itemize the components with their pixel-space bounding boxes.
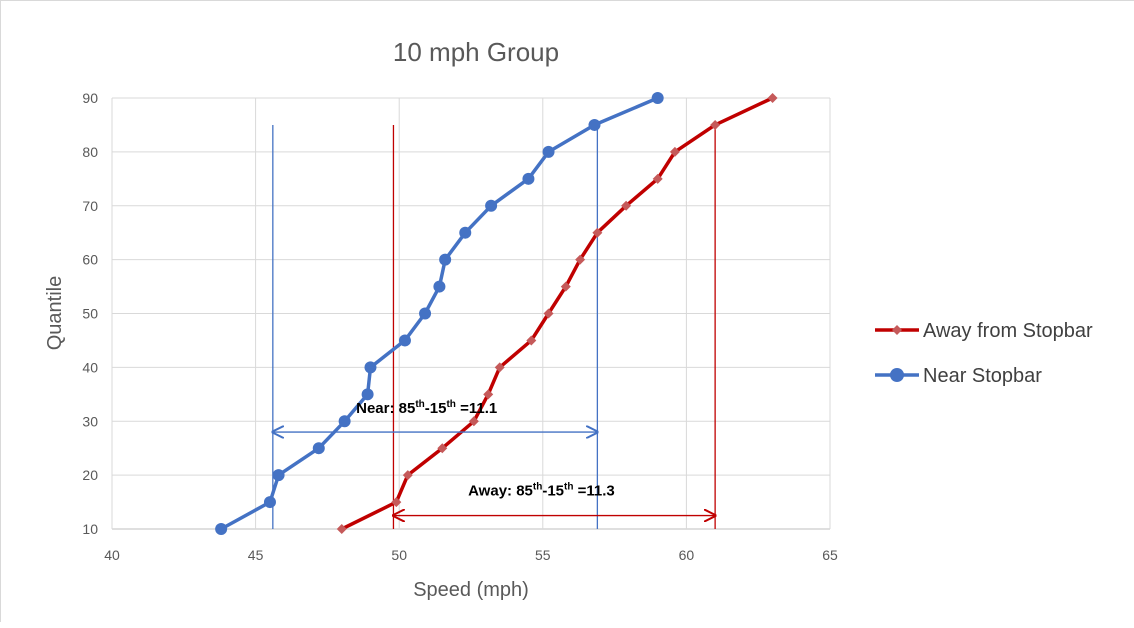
reference-lines [272,124,716,529]
data-point [592,227,603,238]
data-point [669,146,680,157]
y-tick-label: 30 [82,413,98,429]
legend: Away from Stopbar Near Stopbar [875,320,1093,387]
series-layer [215,92,778,535]
data-point [398,334,411,347]
data-point [522,172,535,185]
data-point [485,199,498,212]
data-point [312,442,325,455]
data-point [468,416,479,427]
near-range-label: Near: 85th-15th =11.1 [356,399,497,417]
data-point [402,470,413,481]
x-tick-label: 45 [248,547,264,563]
x-tick-label: 40 [104,547,120,563]
chart-title: 10 mph Group [393,37,559,67]
data-point [364,361,377,374]
y-tick-label: 80 [82,144,98,160]
y-tick-label: 20 [82,467,98,483]
data-point [651,92,664,104]
legend-item: Away from Stopbar [875,320,1093,342]
y-tick-label: 40 [82,359,98,375]
data-point [272,469,285,482]
y-tick-label: 60 [82,252,98,268]
annotation-layer: Near: 85th-15th =11.1 Away: 85th-15th =11… [273,399,715,515]
data-point [439,253,452,266]
legend-item: Near Stopbar [875,365,1042,387]
tick-layer: 10 20 30 40 50 60 70 80 90 40 45 50 55 60 65 [82,90,838,563]
x-tick-label: 60 [679,547,695,563]
data-point [361,388,374,401]
data-point [263,496,276,509]
y-tick-label: 70 [82,198,98,214]
data-point [215,523,228,535]
grid-layer [111,97,831,530]
data-point [336,524,347,534]
x-tick-label: 55 [535,547,551,563]
series-circle [215,92,664,535]
data-point [542,145,555,158]
data-point [543,308,554,319]
data-point [575,254,586,265]
data-point [437,443,448,454]
data-point [433,280,446,293]
data-point [890,368,904,382]
data-point [483,389,494,400]
legend-label: Away from Stopbar [923,320,1093,342]
data-point [419,307,432,320]
data-point [588,118,601,131]
data-point [621,200,632,211]
x-axis-label: Speed (mph) [413,579,529,601]
data-point [391,497,402,508]
away-range-label: Away: 85th-15th =11.3 [468,482,615,500]
series-diamond [336,93,778,534]
y-tick-label: 10 [82,521,98,537]
data-point [338,415,351,428]
data-point [459,226,472,239]
legend-label: Near Stopbar [923,365,1042,387]
data-point [767,93,778,103]
y-tick-label: 50 [82,306,98,322]
data-point [560,281,571,292]
data-point [710,119,721,130]
data-point [652,173,663,184]
y-axis-label: Quantile [44,276,66,351]
data-point [892,325,902,335]
y-tick-label: 90 [82,90,98,106]
x-tick-label: 65 [822,547,838,563]
data-point [494,362,505,373]
data-point [526,335,537,346]
x-tick-label: 50 [391,547,407,563]
